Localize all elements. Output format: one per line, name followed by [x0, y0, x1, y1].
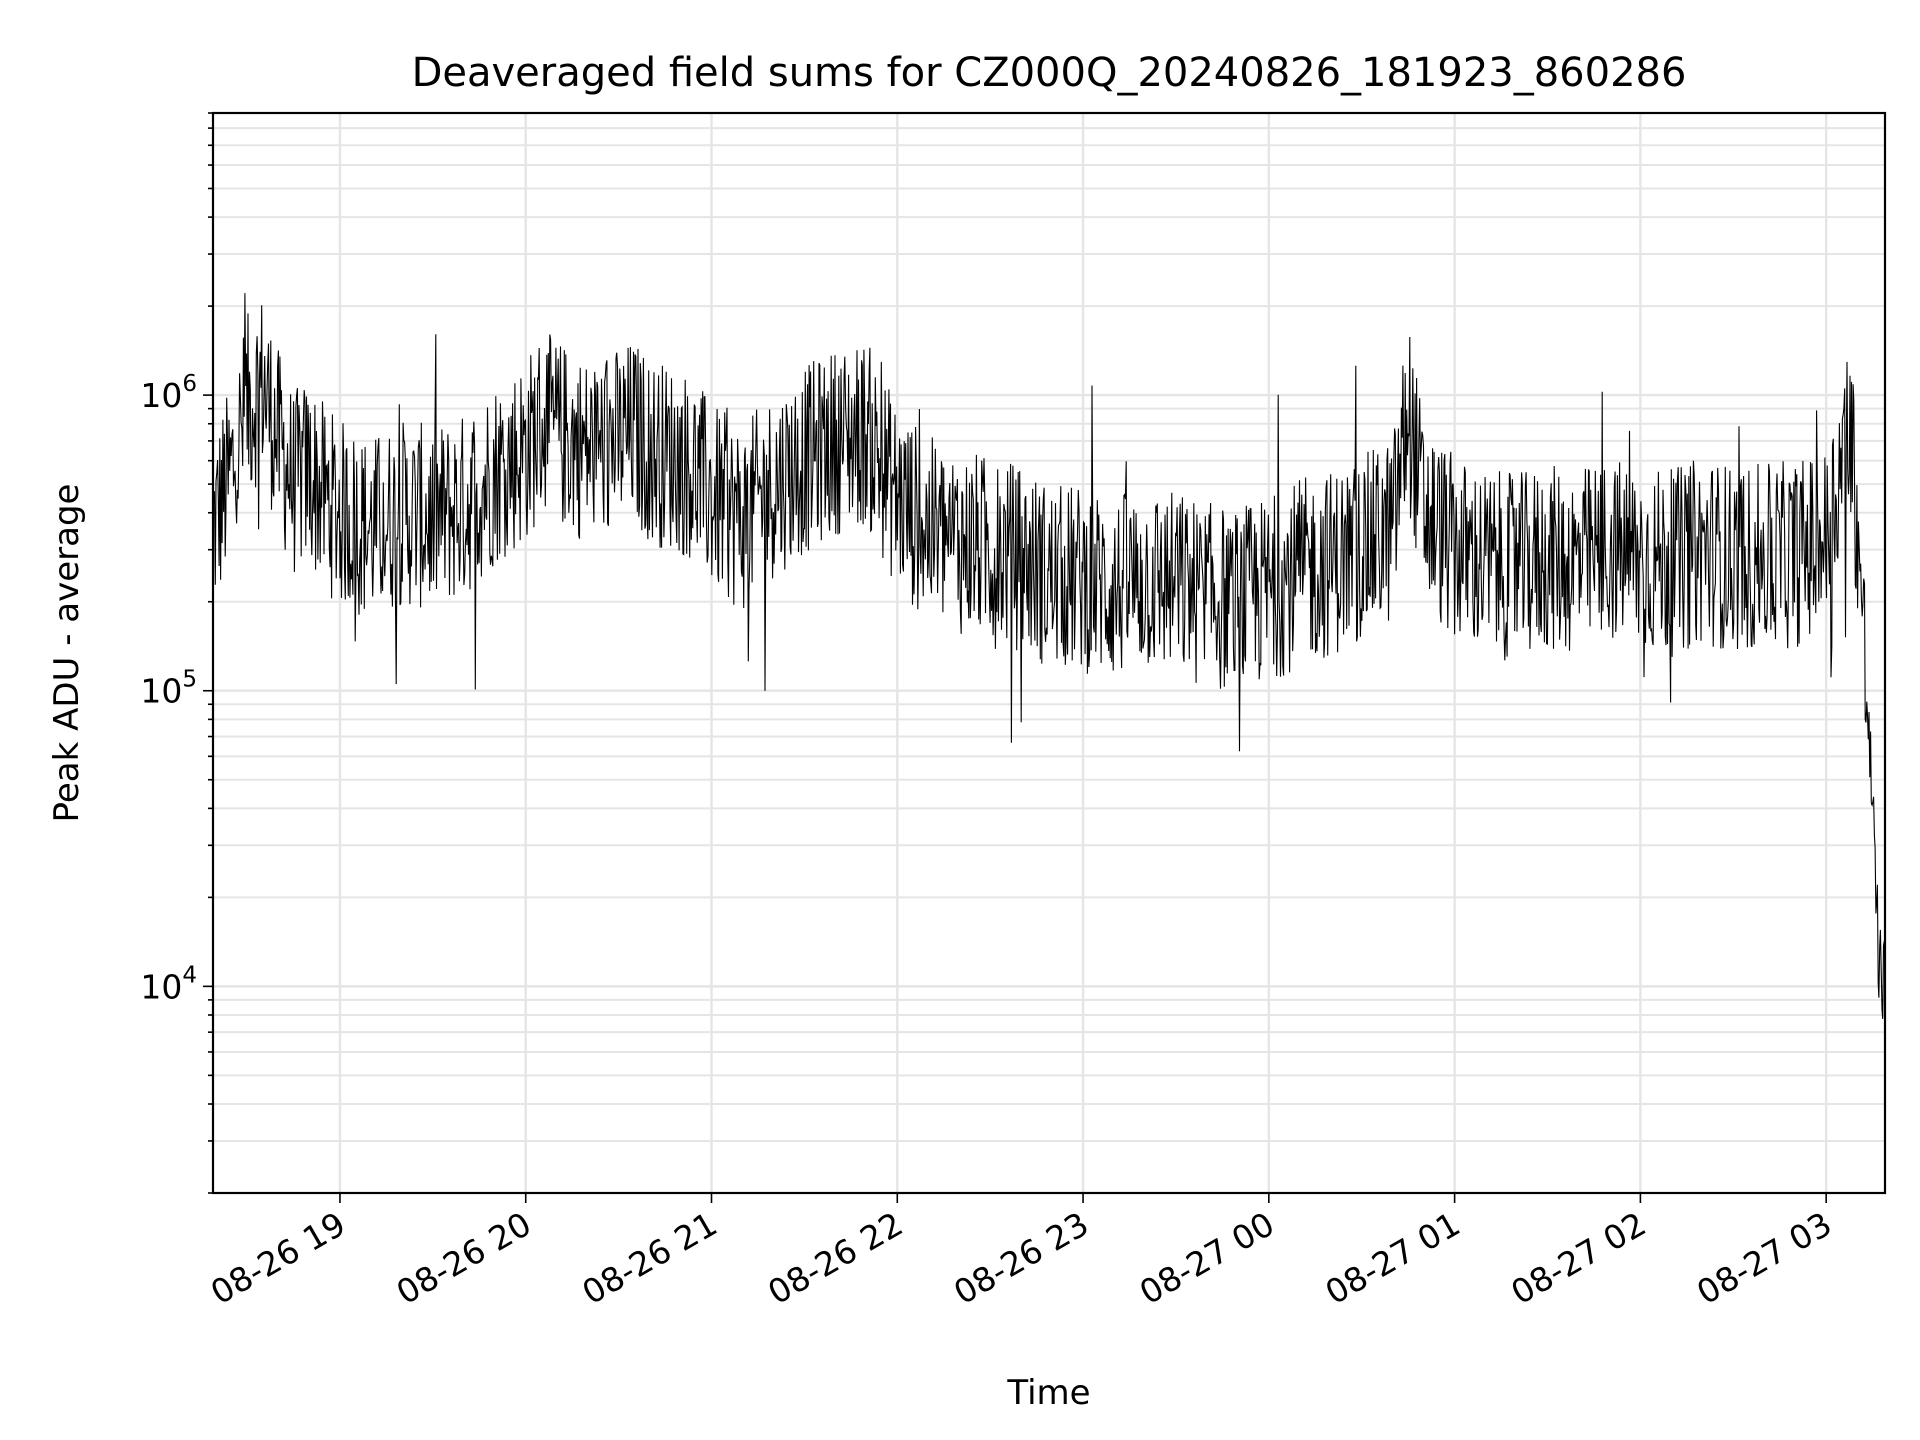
y-tick-label: 106	[140, 371, 197, 415]
x-tick-label: 08-26 21	[576, 1204, 724, 1312]
data-series	[212, 293, 1886, 1019]
x-tick-label: 08-27 01	[1319, 1204, 1467, 1312]
x-tick-label: 08-26 22	[761, 1204, 909, 1312]
x-tick-label: 08-27 03	[1690, 1204, 1838, 1312]
x-tick-label: 08-27 02	[1504, 1204, 1652, 1312]
y-tick-label: 105	[140, 667, 197, 711]
y-axis-label: Peak ADU - average	[47, 484, 87, 823]
chart-title: Deaveraged field sums for CZ000Q_2024082…	[412, 50, 1687, 96]
grid	[213, 112, 1885, 1194]
y-tick-label: 104	[140, 962, 197, 1006]
x-axis-label: Time	[1006, 1373, 1090, 1413]
axis-ticks: 08-26 19 08-26 20 08-26 21 08-26 22 08-26 23…	[140, 112, 1838, 1312]
x-tick-label: 08-26 20	[390, 1204, 538, 1312]
series-line	[212, 293, 1886, 1019]
x-tick-label: 08-26 19	[204, 1204, 352, 1312]
plot-frame	[211, 111, 1887, 1195]
x-tick-label: 08-26 23	[947, 1204, 1095, 1312]
x-tick-label: 08-27 00	[1133, 1204, 1281, 1312]
